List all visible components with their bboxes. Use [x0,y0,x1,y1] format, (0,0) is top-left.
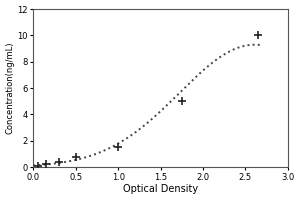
Y-axis label: Concentration(ng/mL): Concentration(ng/mL) [6,42,15,134]
X-axis label: Optical Density: Optical Density [123,184,198,194]
